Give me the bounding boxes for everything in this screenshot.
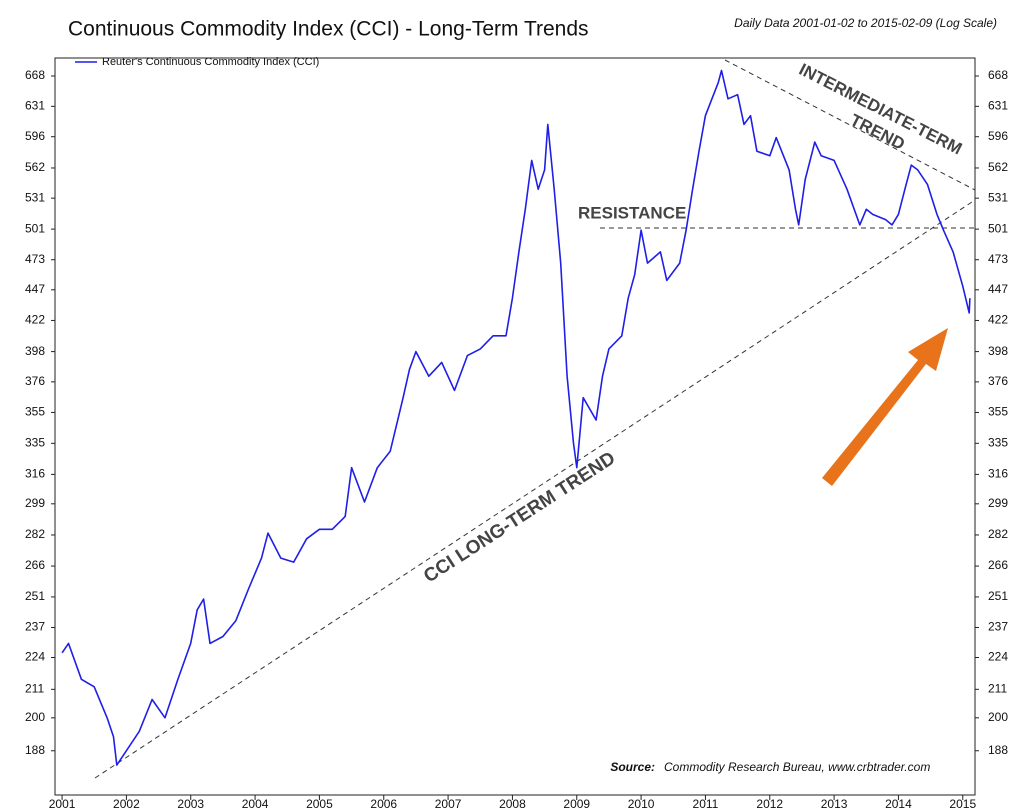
y-tick-label: 188	[25, 743, 45, 757]
annotation: CCI LONG-TERM TREND	[420, 448, 619, 587]
y-tick-label: 211	[25, 681, 44, 695]
y-tick-label: 562	[25, 160, 45, 174]
y-tick-label: 631	[25, 99, 45, 113]
legend-label: Reuter's Continuous Commodity Index (CCI…	[102, 56, 319, 68]
y-tick-label: 224	[25, 650, 45, 664]
source: Commodity Research Bureau, www.crbtrader…	[664, 760, 930, 774]
long-term-trend-line	[94, 199, 976, 779]
y2-tick-label: 224	[988, 650, 1008, 664]
y-tick-label: 376	[25, 374, 45, 388]
y-tick-label: 335	[25, 435, 45, 449]
x-tick-label: 2005	[306, 797, 333, 810]
x-tick-label: 2012	[756, 797, 783, 810]
x-tick-label: 2003	[177, 797, 204, 810]
y-tick-label: 398	[25, 344, 45, 358]
y-tick-label: 237	[25, 620, 45, 634]
y2-tick-label: 251	[988, 589, 1008, 603]
y2-tick-label: 668	[988, 68, 1008, 82]
y2-tick-label: 596	[988, 129, 1008, 143]
chart-title: Continuous Commodity Index (CCI) - Long-…	[68, 18, 589, 41]
y-tick-label: 200	[25, 710, 45, 724]
y2-tick-label: 473	[988, 252, 1008, 266]
y-tick-label: 501	[25, 221, 45, 235]
x-tick-label: 2011	[693, 797, 719, 810]
y-tick-label: 473	[25, 252, 45, 266]
annotation: RESISTANCE	[578, 203, 686, 222]
y2-tick-label: 200	[988, 710, 1008, 724]
x-tick-label: 2015	[949, 797, 976, 810]
y2-tick-label: 376	[988, 374, 1008, 388]
y2-tick-label: 299	[988, 496, 1008, 510]
x-tick-label: 2002	[113, 797, 140, 810]
y-tick-label: 531	[25, 190, 45, 204]
y2-tick-label: 316	[988, 467, 1008, 481]
y-tick-label: 447	[25, 282, 45, 296]
y-tick-label: 668	[25, 68, 45, 82]
plot-frame	[54, 57, 976, 796]
y-tick-label: 282	[25, 527, 45, 541]
x-tick-label: 2006	[370, 797, 397, 810]
y2-tick-label: 562	[988, 160, 1008, 174]
y2-tick-label: 447	[988, 282, 1008, 296]
y2-tick-label: 501	[988, 221, 1008, 235]
y2-tick-label: 188	[988, 743, 1008, 757]
x-tick-label: 2013	[821, 797, 848, 810]
arrow	[822, 328, 948, 486]
y-tick-label: 596	[25, 129, 45, 143]
y-tick-label: 299	[25, 496, 45, 510]
series-line	[61, 69, 971, 766]
y2-tick-label: 631	[988, 99, 1008, 113]
y2-tick-label: 398	[988, 344, 1008, 358]
y-tick-label: 316	[25, 467, 45, 481]
x-tick-label: 2008	[499, 797, 526, 810]
y2-tick-label: 335	[988, 435, 1008, 449]
x-tick-label: 2014	[885, 797, 912, 810]
y2-tick-label: 237	[988, 620, 1008, 634]
chart-subtitle: Daily Data 2001-01-02 to 2015-02-09 (Log…	[734, 16, 997, 30]
y-tick-label: 355	[25, 405, 45, 419]
y-tick-label: 422	[25, 313, 45, 327]
y-tick-label: 266	[25, 558, 45, 572]
y2-tick-label: 355	[988, 405, 1008, 419]
x-tick-label: 2009	[563, 797, 590, 810]
x-tick-label: 2001	[49, 797, 76, 810]
x-tick-label: 2007	[435, 797, 462, 810]
y-tick-label: 251	[25, 589, 45, 603]
y2-tick-label: 282	[988, 527, 1008, 541]
y2-tick-label: 531	[988, 190, 1008, 204]
y2-tick-label: 211	[988, 681, 1007, 695]
x-tick-label: 2010	[628, 797, 655, 810]
y2-tick-label: 422	[988, 313, 1008, 327]
source-label: Source:	[610, 760, 655, 774]
x-tick-label: 2004	[242, 797, 269, 810]
y2-tick-label: 266	[988, 558, 1008, 572]
intermediate-trend-line	[724, 59, 976, 191]
